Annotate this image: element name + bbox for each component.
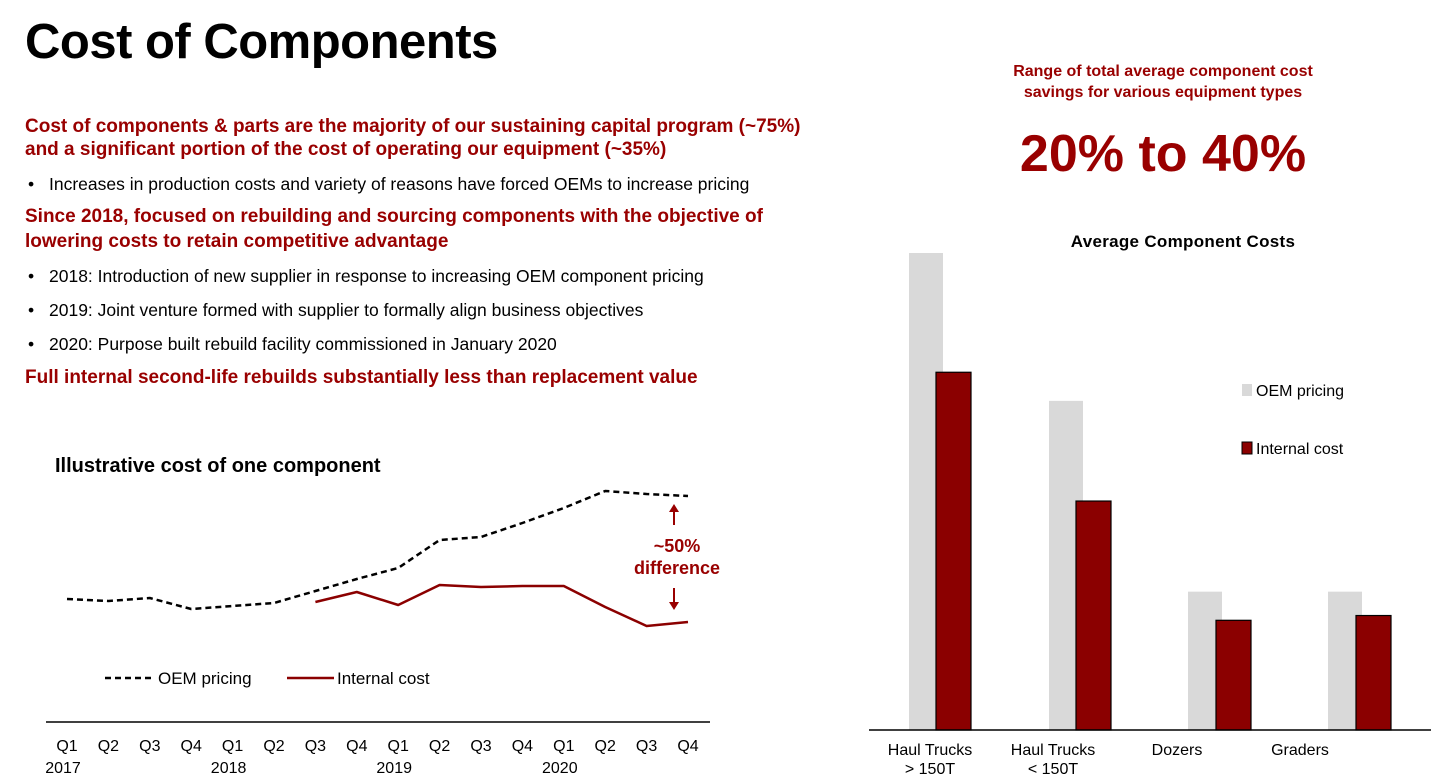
x-tick-label: Q1 [553,738,574,755]
bullet-dot: • [28,266,35,286]
year-label: 2018 [211,760,247,777]
x-tick-label: Q4 [181,738,202,755]
year-label: 2020 [542,760,578,777]
heading-since-2018-line1: Since 2018, focused on rebuilding and so… [25,206,763,227]
legend-oem-label: OEM pricing [1256,383,1344,400]
year-label: 2019 [376,760,412,777]
x-tick-label: Q3 [305,738,326,755]
bar-chart-title: Average Component Costs [1070,232,1296,251]
x-tick-label: Q2 [429,738,450,755]
x-tick-label: Q2 [263,738,284,755]
bar-internal-cost [935,371,972,731]
legend-oem-label: OEM pricing [158,669,252,688]
legend-internal-label: Internal cost [337,669,430,688]
x-tick-label: Q4 [346,738,367,755]
series-line-internal-cost [315,583,689,628]
heading-rebuilds: Full internal second-life rebuilds subst… [25,367,698,388]
category-label: Haul Trucks [888,742,972,759]
annotation-difference: difference [634,558,720,578]
x-tick-label: Q3 [636,738,657,755]
heading-since-2018-line2: lowering costs to retain competitive adv… [25,231,449,252]
bullet-text: 2020: Purpose built rebuild facility com… [49,334,557,354]
bar-internal-cost [1075,500,1112,731]
arrow-down-head-icon [669,602,679,610]
savings-range: 20% to 40% [1019,125,1307,183]
category-label: < 150T [1028,761,1078,778]
heading-components-share-line1: Cost of components & parts are the major… [25,116,801,137]
bullet-dot: • [28,334,35,354]
x-tick-label: Q4 [512,738,533,755]
x-tick-label: Q1 [388,738,409,755]
bar-internal-cost [1215,619,1252,731]
legend-internal-label: Internal cost [1256,441,1344,458]
x-tick-label: Q4 [677,738,698,755]
bar-internal-cost [1355,614,1392,731]
savings-caption-line2: savings for various equipment types [1023,84,1303,101]
category-label: > 150T [905,761,955,778]
x-tick-label: Q1 [222,738,243,755]
slide-title: Cost of Components [25,15,498,69]
category-label: Graders [1271,742,1329,759]
bullet-text: Increases in production costs and variet… [49,174,750,194]
heading-components-share-line2: and a significant portion of the cost of… [25,139,667,160]
year-label: 2017 [45,760,81,777]
bullet-text: 2019: Joint venture formed with supplier… [49,300,644,320]
savings-caption-line1: Range of total average component cost [1013,63,1313,80]
annotation-percent: ~50% [654,536,701,556]
bullet-dot: • [28,174,35,194]
x-tick-label: Q2 [595,738,616,755]
category-label: Haul Trucks [1011,742,1095,759]
x-tick-label: Q1 [56,738,77,755]
legend-oem-swatch [1242,384,1252,396]
series-line-oem-pricing [66,489,689,611]
arrow-up-head-icon [669,504,679,512]
category-label: Dozers [1152,742,1203,759]
x-tick-label: Q3 [139,738,160,755]
bullet-dot: • [28,300,35,320]
bullet-text: 2018: Introduction of new supplier in re… [49,266,704,286]
x-tick-label: Q2 [98,738,119,755]
line-chart-title: Illustrative cost of one component [55,455,381,477]
x-tick-label: Q3 [470,738,491,755]
legend-internal-swatch [1241,441,1253,455]
